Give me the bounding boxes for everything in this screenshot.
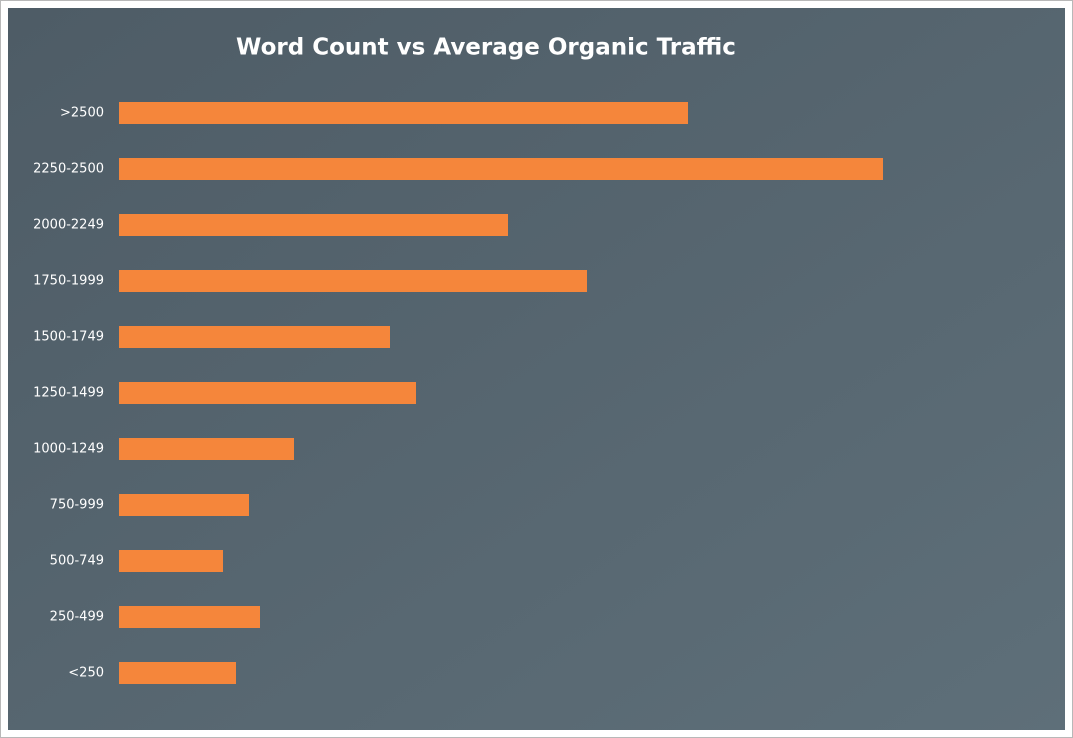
y-tick-label: 1000-1249 — [33, 442, 104, 457]
bar — [119, 158, 883, 180]
y-tick-label: 250-499 — [50, 610, 104, 625]
bar — [119, 494, 249, 516]
y-tick-label: 2250-2500 — [33, 162, 104, 177]
y-tick-label: 1750-1999 — [33, 274, 104, 289]
bar — [119, 662, 236, 684]
y-tick-label: <250 — [68, 666, 104, 681]
bar — [119, 326, 390, 348]
bar — [119, 550, 223, 572]
y-tick-label: 1250-1499 — [33, 386, 104, 401]
bar — [119, 102, 688, 124]
y-tick-label: 500-749 — [50, 554, 104, 569]
y-tick-label: 2000-2249 — [33, 218, 104, 233]
bar — [119, 214, 508, 236]
y-tick-label: 750-999 — [50, 498, 104, 513]
bar — [119, 382, 416, 404]
bar — [119, 606, 260, 628]
bar — [119, 438, 294, 460]
bar — [119, 270, 587, 292]
chart-title: Word Count vs Average Organic Traffic — [236, 35, 736, 61]
y-tick-label: >2500 — [60, 106, 104, 121]
y-tick-label: 1500-1749 — [33, 330, 104, 345]
